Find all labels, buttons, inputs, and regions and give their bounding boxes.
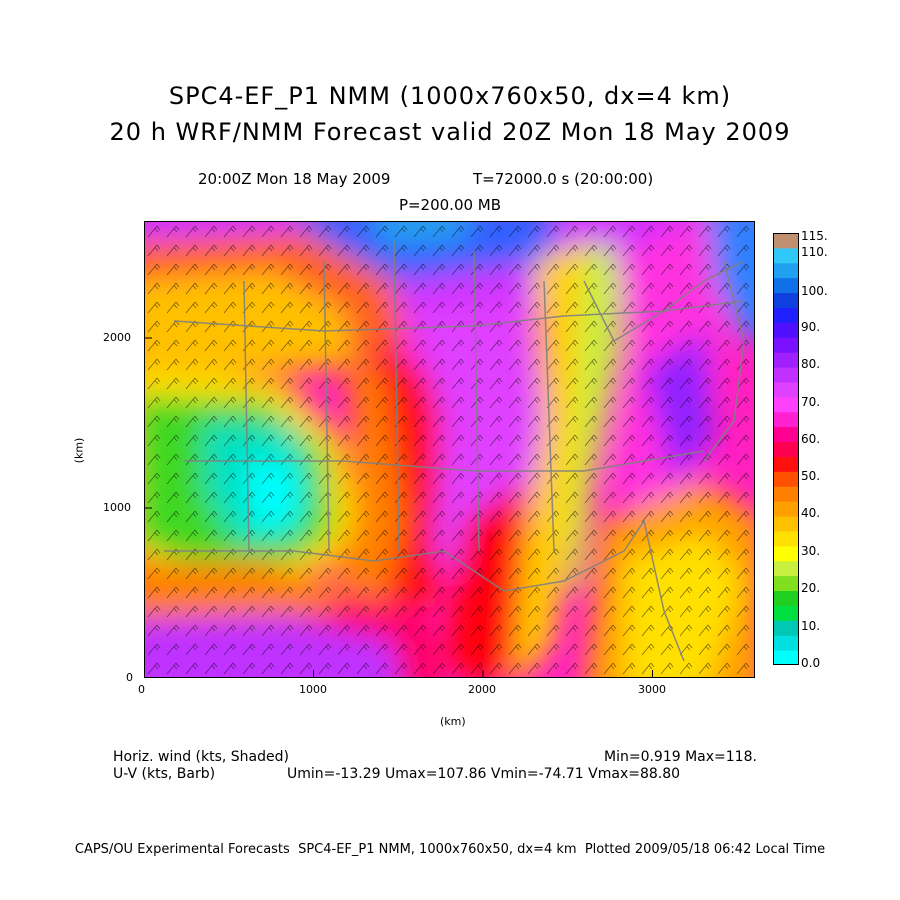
colorbar-swatch	[773, 605, 799, 621]
colorbar-swatch	[773, 635, 799, 651]
colorbar-swatch	[773, 396, 799, 413]
colorbar-swatch	[773, 471, 799, 487]
min-max-values: Min=0.919 Max=118.	[604, 749, 757, 765]
wind-speed-map	[144, 221, 755, 678]
colorbar-swatch	[773, 381, 799, 398]
footer-credit: CAPS/OU Experimental Forecasts SPC4-EF_P…	[74, 842, 826, 857]
colorbar-label: 60.	[801, 432, 821, 446]
shaded-field-label: Horiz. wind (kts, Shaded)	[113, 749, 289, 765]
colorbar-frame	[773, 233, 799, 665]
colorbar-label: 115.	[801, 229, 828, 243]
colorbar-swatch	[773, 233, 799, 249]
colorbar-swatch	[773, 486, 799, 502]
y-tick-1000: 1000	[103, 501, 131, 514]
colorbar-swatch	[773, 620, 799, 636]
colorbar-label: 10.	[801, 619, 821, 633]
colorbar-label: 0.0	[801, 656, 821, 670]
x-tick-2000: 2000	[468, 683, 496, 696]
colorbar-label: 80.	[801, 357, 821, 371]
colorbar-swatch	[773, 367, 799, 383]
uv-statistics: Umin=-13.29 Umax=107.86 Vmin=-74.71 Vmax…	[287, 766, 681, 782]
colorbar-swatch	[773, 516, 799, 532]
colorbar-swatch	[773, 441, 799, 457]
colorbar-swatch	[773, 337, 799, 353]
y-axis-label: (km)	[72, 437, 86, 464]
colorbar-swatch	[773, 307, 799, 323]
x-tick-3000: 3000	[638, 683, 666, 696]
colorbar-swatch	[773, 247, 799, 264]
title-line-2: 20 h WRF/NMM Forecast valid 20Z Mon 18 M…	[109, 118, 791, 146]
x-tick-0: 0	[138, 683, 145, 696]
colorbar-swatch	[773, 560, 799, 577]
colorbar-swatch	[773, 277, 799, 294]
colorbar-swatch	[773, 575, 799, 592]
pressure-level: P=200.00 MB	[398, 196, 502, 214]
colorbar-swatch	[773, 650, 799, 665]
colorbar-label: 20.	[801, 581, 821, 595]
colorbar-label: 40.	[801, 506, 821, 520]
colorbar-label: 70.	[801, 395, 821, 409]
colorbar-swatch	[773, 545, 799, 562]
colorbar-swatch	[773, 292, 799, 308]
colorbar	[773, 233, 799, 665]
y-tick-2000: 2000	[103, 331, 131, 344]
model-time: T=72000.0 s (20:00:00)	[473, 170, 654, 188]
colorbar-swatch	[773, 322, 799, 338]
colorbar-label: 50.	[801, 469, 821, 483]
colorbar-label: 100.	[801, 284, 828, 298]
y-tick-0: 0	[126, 671, 133, 684]
colorbar-swatch	[773, 530, 799, 547]
colorbar-swatch	[773, 590, 799, 606]
colorbar-label: 110.	[801, 245, 828, 259]
colorbar-swatch	[773, 456, 799, 472]
colorbar-swatch	[773, 426, 799, 443]
colorbar-swatch	[773, 352, 799, 368]
valid-time: 20:00Z Mon 18 May 2009	[198, 170, 391, 188]
barb-field-label: U-V (kts, Barb)	[113, 766, 216, 782]
colorbar-swatch	[773, 501, 799, 517]
x-tick-1000: 1000	[299, 683, 327, 696]
colorbar-label: 90.	[801, 320, 821, 334]
x-axis-label: (km)	[440, 715, 466, 728]
colorbar-swatch	[773, 411, 799, 428]
colorbar-swatch	[773, 262, 799, 279]
title-line-1: SPC4-EF_P1 NMM (1000x760x50, dx=4 km)	[168, 82, 732, 110]
colorbar-label: 30.	[801, 544, 821, 558]
